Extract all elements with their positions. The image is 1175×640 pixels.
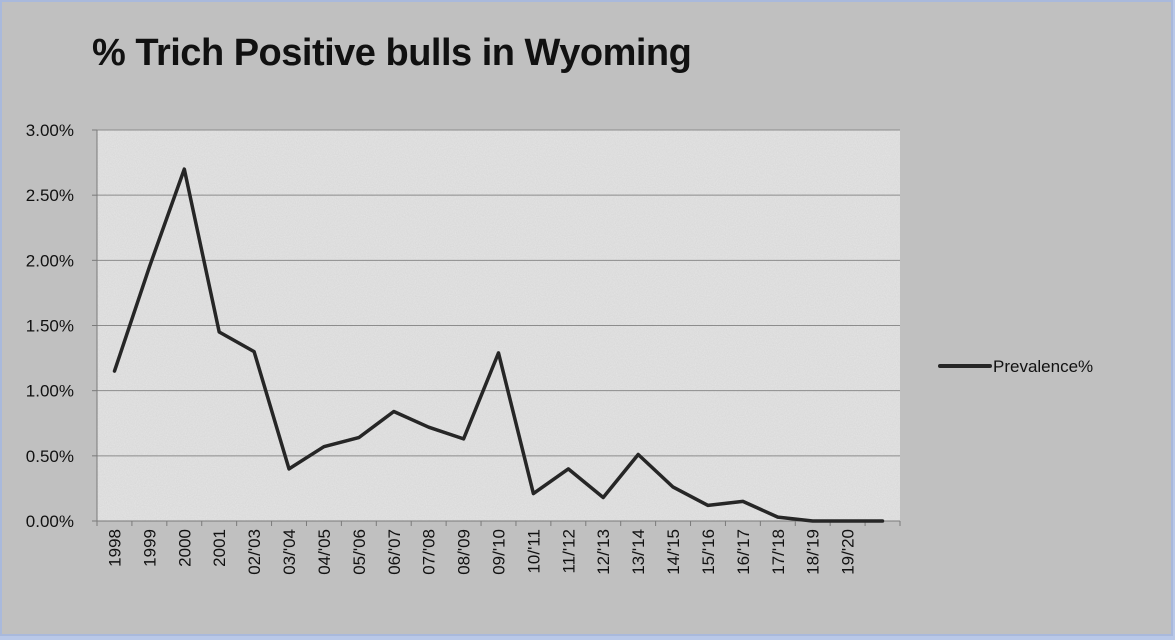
series-line xyxy=(112,167,885,523)
x-tick-label: 08/'09 xyxy=(455,529,474,575)
x-tick-label: 15/'16 xyxy=(699,529,718,575)
x-tick-label: 09/'10 xyxy=(490,529,509,575)
x-tick-label: 19/'20 xyxy=(839,529,858,575)
x-tick-label: 06/'07 xyxy=(385,529,404,575)
series-lines xyxy=(112,167,885,523)
x-tick-label: 1999 xyxy=(140,529,159,567)
legend-label: Prevalence% xyxy=(993,357,1093,376)
x-tick-label: 18/'19 xyxy=(804,529,823,575)
x-tick-label: 04/'05 xyxy=(315,529,334,575)
y-tick-labels: 0.00% 0.50% 1.00% 1.50% 2.00% 2.50% 3.00% xyxy=(26,121,74,531)
x-tick-label: 03/'04 xyxy=(280,529,299,575)
legend: Prevalence% xyxy=(938,357,1093,376)
x-tick-label: 11/'12 xyxy=(559,529,578,574)
y-tick-label: 0.00% xyxy=(26,512,74,531)
x-tick-label: 14/'15 xyxy=(664,529,683,575)
x-tick-label: 10/'11 xyxy=(524,529,543,574)
x-tick-label: 16/'17 xyxy=(734,529,753,575)
x-tick-label: 05/'06 xyxy=(350,529,369,575)
x-tick-label: 13/'14 xyxy=(629,529,648,575)
y-tick-label: 2.50% xyxy=(26,186,74,205)
x-tick-label: 2001 xyxy=(210,529,229,567)
y-tick-label: 1.00% xyxy=(26,382,74,401)
x-tick-label: 17/'18 xyxy=(769,529,788,575)
axes xyxy=(92,129,901,526)
chart-title: % Trich Positive bulls in Wyoming xyxy=(92,32,692,74)
x-tick-label: 07/'08 xyxy=(420,529,439,575)
x-tick-label: 2000 xyxy=(175,529,194,567)
y-tick-label: 2.00% xyxy=(26,251,74,270)
y-tick-label: 0.50% xyxy=(26,447,74,466)
x-tick-labels: 1998 1999 2000 2001 02/'03 03/'04 04/'05 05/'06… xyxy=(105,529,857,575)
gridlines xyxy=(97,129,900,457)
x-tick-label: 1998 xyxy=(105,529,124,567)
y-tick-label: 1.50% xyxy=(26,317,74,336)
x-tick-label: 02/'03 xyxy=(245,529,264,575)
y-tick-label: 3.00% xyxy=(26,121,74,140)
x-tick-label: 12/'13 xyxy=(594,529,613,575)
